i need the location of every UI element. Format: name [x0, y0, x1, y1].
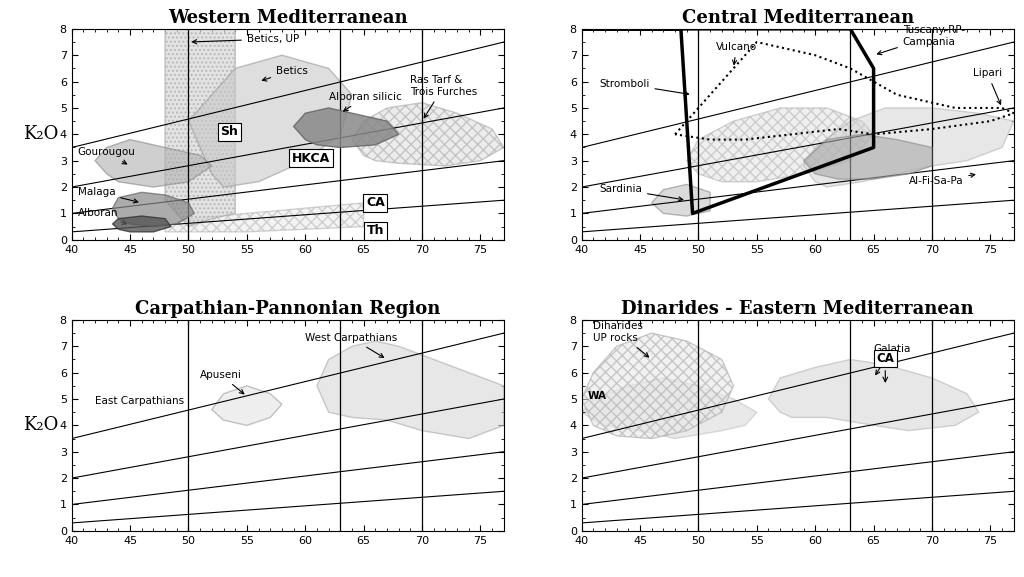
- Text: Lipari: Lipari: [973, 68, 1002, 104]
- Polygon shape: [113, 192, 195, 227]
- Text: Alboran: Alboran: [78, 208, 126, 224]
- Text: CA: CA: [366, 196, 385, 209]
- Text: Galatia: Galatia: [873, 343, 911, 374]
- Polygon shape: [212, 386, 282, 425]
- Y-axis label: K₂O: K₂O: [23, 417, 58, 434]
- Text: CA: CA: [877, 352, 894, 382]
- Text: Malaga: Malaga: [78, 187, 138, 203]
- Text: Sardinia: Sardinia: [599, 184, 683, 201]
- Polygon shape: [165, 29, 236, 227]
- Text: West Carpathians: West Carpathians: [305, 333, 397, 357]
- Polygon shape: [165, 203, 364, 232]
- Text: Tuscany-RP-
Campania: Tuscany-RP- Campania: [878, 25, 965, 55]
- Y-axis label: K₂O: K₂O: [23, 125, 58, 143]
- Title: Dinarides - Eastern Mediterranean: Dinarides - Eastern Mediterranean: [622, 301, 974, 319]
- Text: East Carpathians: East Carpathians: [95, 396, 184, 406]
- Polygon shape: [582, 378, 757, 439]
- Text: Ras Tarf &
Trois Furches: Ras Tarf & Trois Furches: [411, 75, 477, 118]
- Text: Apuseni: Apuseni: [200, 370, 244, 394]
- Title: Western Mediterranean: Western Mediterranean: [168, 9, 408, 27]
- Text: Sh: Sh: [220, 125, 239, 138]
- Polygon shape: [651, 185, 710, 216]
- Text: HKCA: HKCA: [292, 152, 330, 164]
- Polygon shape: [294, 108, 398, 148]
- Text: WA: WA: [588, 391, 606, 401]
- Polygon shape: [188, 55, 352, 187]
- Title: Carpathian-Pannonian Region: Carpathian-Pannonian Region: [135, 301, 440, 319]
- Text: Vulcano: Vulcano: [716, 42, 757, 65]
- Text: Al-Fi-Sa-Pa: Al-Fi-Sa-Pa: [908, 173, 975, 186]
- Polygon shape: [352, 103, 504, 166]
- Polygon shape: [317, 341, 504, 439]
- Title: Central Mediterranean: Central Mediterranean: [682, 9, 913, 27]
- Text: Alboran silicic: Alboran silicic: [329, 92, 401, 111]
- Polygon shape: [804, 108, 1014, 187]
- Text: Dinarides
UP rocks: Dinarides UP rocks: [593, 321, 648, 357]
- Polygon shape: [768, 359, 979, 430]
- Text: Gourougou: Gourougou: [78, 147, 135, 164]
- Text: Betics, UP: Betics, UP: [193, 34, 299, 44]
- Polygon shape: [113, 216, 171, 232]
- Text: Stromboli: Stromboli: [599, 79, 688, 96]
- Polygon shape: [804, 134, 932, 179]
- Text: Th: Th: [367, 224, 384, 237]
- Polygon shape: [582, 333, 733, 439]
- Text: Betics: Betics: [262, 66, 308, 81]
- Polygon shape: [687, 108, 873, 182]
- Polygon shape: [95, 140, 212, 187]
